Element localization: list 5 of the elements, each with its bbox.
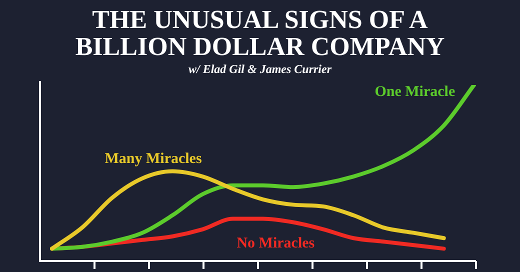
- chart-title: THE UNUSUAL SIGNS OF A BILLION DOLLAR COMPANY: [74, 4, 446, 61]
- series-label: One Miracle: [374, 84, 456, 100]
- series-label: No Miracles: [236, 235, 315, 252]
- series-label: Many Miracles: [104, 150, 202, 167]
- chart-subtitle: w/ Elad Gil & James Currier: [187, 62, 333, 77]
